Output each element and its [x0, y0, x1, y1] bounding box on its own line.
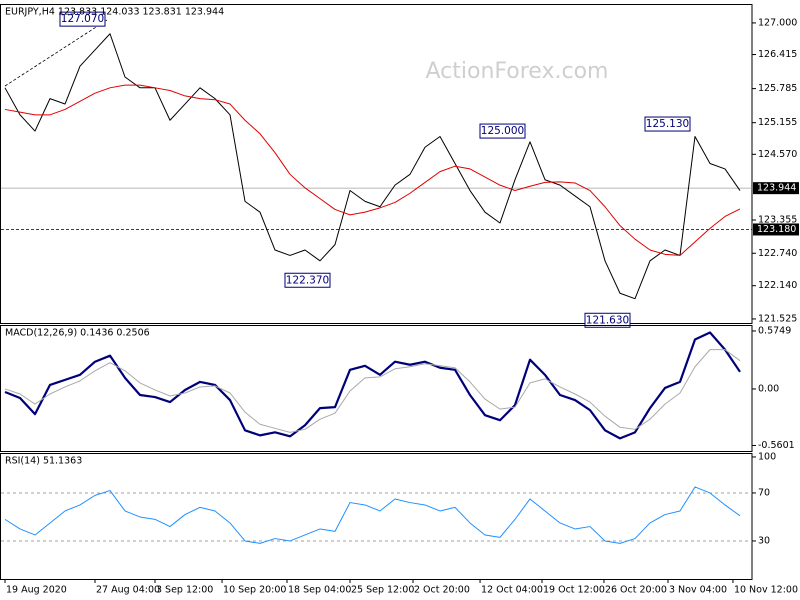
annotation-box — [479, 123, 526, 139]
annotation-box — [284, 272, 331, 288]
y-tick-label: 126.415 — [758, 49, 797, 60]
y-tick-label: -0.5601 — [758, 440, 795, 451]
y-tick-label: 70 — [758, 487, 770, 498]
price-box — [753, 223, 799, 236]
watermark: ActionForex.com — [426, 59, 609, 84]
x-tick-label: 27 Aug 04:00 — [96, 585, 160, 596]
series-line — [4, 33, 741, 300]
x-tick-label: 26 Oct 20:00 — [605, 585, 667, 596]
y-tick-label: 0.5749 — [758, 325, 791, 336]
annotation-label: 125.130 — [646, 118, 689, 130]
y-tick-label: 125.155 — [758, 117, 797, 128]
x-tick-label: 3 Nov 04:00 — [669, 585, 727, 596]
panel-frame — [0, 4, 753, 324]
x-tick-label: 18 Sep 04:00 — [288, 585, 351, 596]
y-tick-label: 0.00 — [758, 383, 779, 394]
series-line — [4, 349, 741, 433]
x-tick-label: 2 Oct 20:00 — [414, 585, 470, 596]
series-line — [4, 84, 741, 256]
x-tick-label: 19 Oct 12:00 — [543, 585, 605, 596]
x-tick-label: 25 Sep 12:00 — [351, 585, 414, 596]
x-tick-label: 12 Oct 04:00 — [481, 585, 543, 596]
series-line — [4, 486, 741, 544]
y-tick-label: 123.355 — [758, 215, 797, 226]
y-tick-label: 122.140 — [758, 280, 797, 291]
x-tick-label: 10 Nov 12:00 — [734, 585, 798, 596]
trend-line — [4, 19, 108, 87]
annotation-box — [644, 116, 691, 132]
annotation-box — [584, 312, 631, 328]
annotation-label: 127.070 — [61, 13, 104, 25]
panel-frame — [0, 453, 753, 580]
annotation-label: 125.000 — [481, 125, 524, 137]
price-label: 123.944 — [757, 183, 796, 194]
panel-title: EURJPY,H4 123.833 124.033 123.831 123.94… — [5, 7, 224, 18]
y-tick-label: 122.740 — [758, 248, 797, 259]
x-tick-label: 3 Sep 12:00 — [156, 585, 213, 596]
price-label: 123.180 — [757, 224, 796, 235]
annotation-label: 121.630 — [586, 314, 629, 326]
price-box — [753, 182, 799, 195]
y-tick-label: 121.525 — [758, 313, 797, 324]
y-tick-label: 127.000 — [758, 17, 797, 28]
panel-title: MACD(12,26,9) 0.1436 0.2506 — [5, 328, 150, 339]
x-tick-label: 19 Aug 2020 — [6, 585, 67, 596]
panel-title: RSI(14) 51.1363 — [5, 456, 82, 467]
y-tick-label: 30 — [758, 535, 770, 546]
y-tick-label: 124.570 — [758, 149, 797, 160]
series-line — [4, 331, 741, 440]
annotation-box — [59, 11, 106, 27]
x-tick-label: 10 Sep 20:00 — [223, 585, 286, 596]
y-tick-label: 100 — [758, 451, 776, 462]
annotation-label: 122.370 — [286, 274, 329, 286]
y-tick-label: 125.785 — [758, 83, 797, 94]
